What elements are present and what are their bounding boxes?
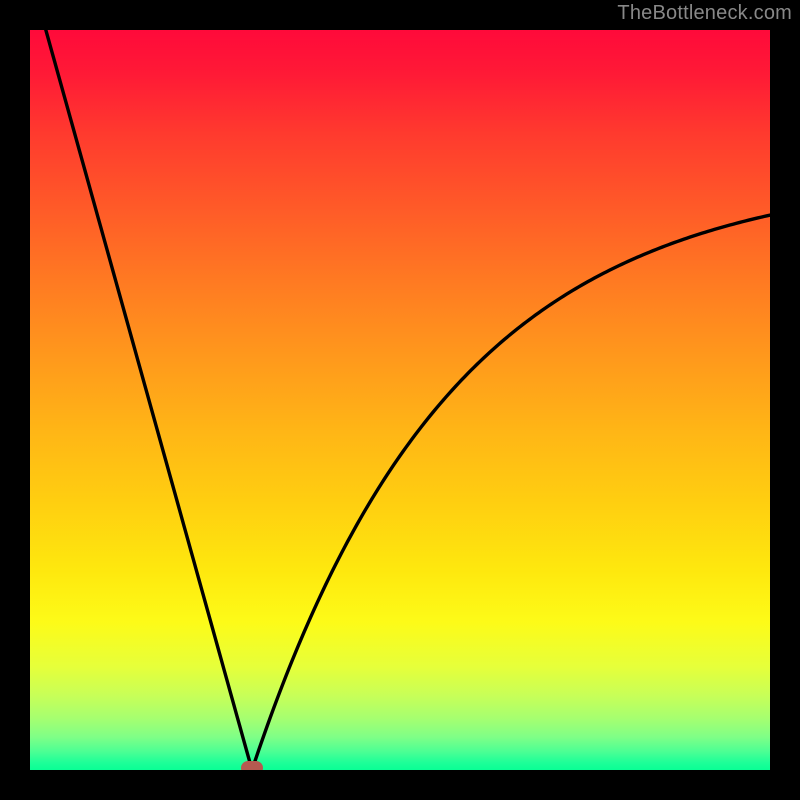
minimum-marker (241, 761, 263, 770)
bottleneck-curve (30, 30, 770, 770)
watermark-text: TheBottleneck.com (617, 2, 792, 25)
curve-path (45, 30, 770, 770)
plot-area (30, 30, 770, 770)
